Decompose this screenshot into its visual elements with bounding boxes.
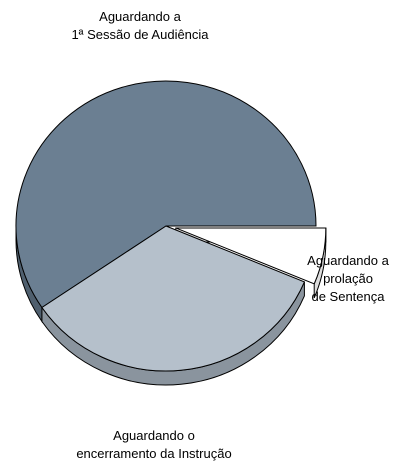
slice-label: Aguardando a 1ª Sessão de Audiência (71, 9, 209, 42)
slice-label-line: Aguardando o (113, 428, 195, 443)
pie-slice (15, 80, 317, 309)
pie-slice (41, 225, 306, 372)
slice-label: Aguardando o encerramento da Instrução (76, 428, 231, 461)
slice-label-line: 1ª Sessão de Audiência (71, 27, 209, 42)
slice-label-line: encerramento da Instrução (76, 446, 231, 461)
pie-slice (175, 227, 327, 285)
slice-label-line: Aguardando a (99, 9, 181, 24)
pie-slices (15, 80, 327, 372)
slice-label-line: Aguardando a (307, 253, 389, 268)
slice-label-line: prolação (323, 271, 373, 286)
slice-label: Aguardando a prolação de Sentença (307, 253, 389, 304)
slice-label-line: de Sentença (311, 289, 385, 304)
pie-labels: Aguardando a 1ª Sessão de AudiênciaAguard… (71, 9, 389, 461)
